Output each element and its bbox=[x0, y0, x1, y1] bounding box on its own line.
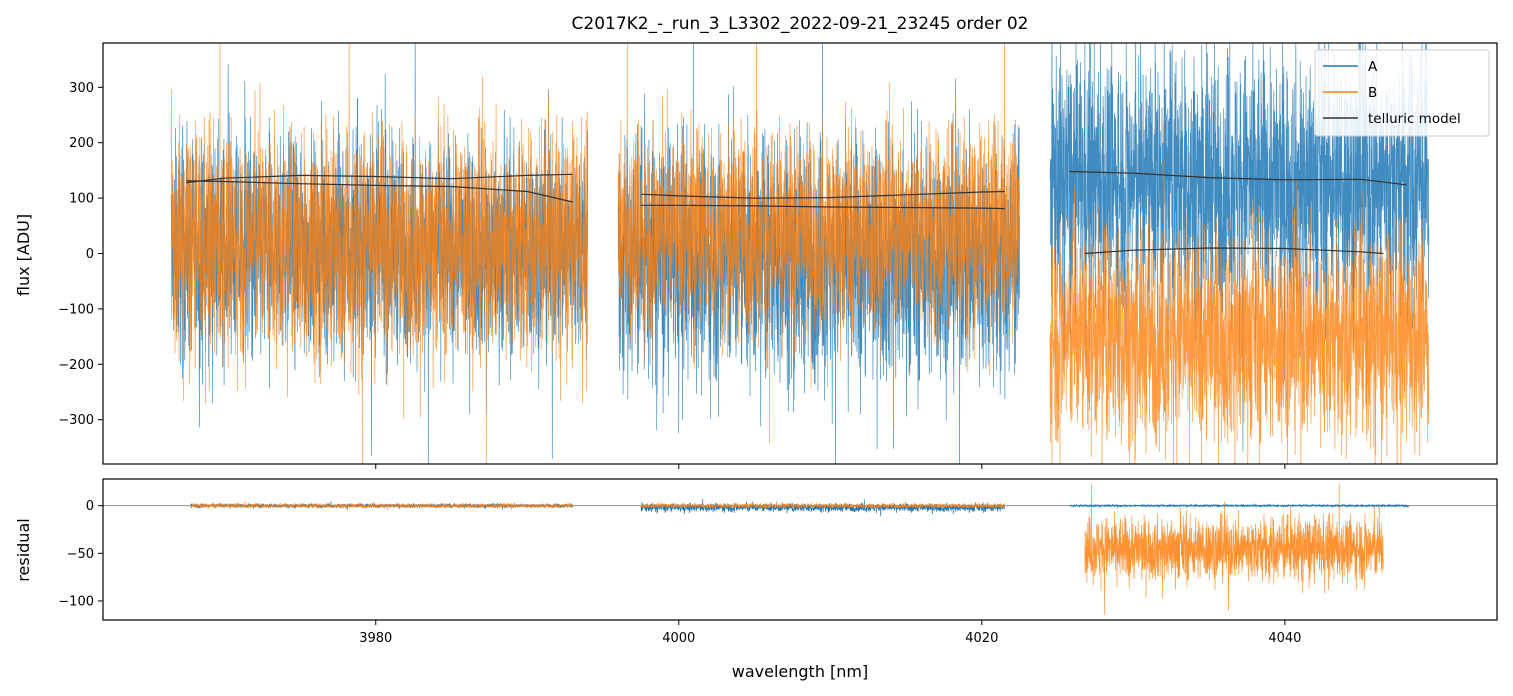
telluric-model-line-1 bbox=[186, 173, 573, 184]
flux-series-b-segment-3 bbox=[1049, 115, 1430, 464]
residual-y-axis-label: residual bbox=[14, 518, 33, 581]
residual-x-ticks: 3980 4000 4020 4040 bbox=[359, 620, 1301, 646]
telluric-model-line-3 bbox=[640, 190, 1005, 199]
residual-series-b-1 bbox=[190, 501, 573, 511]
x-axis-label: wavelength [nm] bbox=[732, 662, 869, 681]
residual-y-tick-label: −100 bbox=[58, 594, 94, 609]
flux-y-tick-label: 0 bbox=[86, 247, 94, 262]
chart-title: C2017K2_-_run_3_L3302_2022-09-21_23245 o… bbox=[572, 14, 1029, 34]
legend-label-a: A bbox=[1368, 59, 1378, 75]
residual-series-a-2 bbox=[640, 498, 1005, 517]
legend: A B telluric model bbox=[1314, 49, 1490, 137]
residual-y-tick-label: −50 bbox=[67, 547, 94, 562]
residual-axes-frame bbox=[102, 478, 1498, 621]
residual-panel: 0 −50 −100 3980 4000 4020 4040 residual bbox=[14, 478, 1498, 646]
legend-label-telluric: telluric model bbox=[1368, 111, 1461, 127]
flux-x-ticks bbox=[375, 464, 1286, 469]
flux-y-tick-label: −200 bbox=[58, 358, 94, 373]
residual-y-ticks: 0 −50 −100 bbox=[58, 499, 103, 609]
flux-y-tick-label: 300 bbox=[69, 81, 94, 96]
residual-plot-area bbox=[103, 483, 1497, 615]
telluric-model-line-2 bbox=[186, 180, 573, 203]
flux-y-tick-label: −300 bbox=[58, 413, 94, 428]
flux-y-tick-label: −100 bbox=[58, 302, 94, 317]
residual-series-a-3 bbox=[1069, 503, 1410, 509]
x-tick-label: 4000 bbox=[662, 631, 695, 646]
residual-y-tick-label: 0 bbox=[86, 499, 94, 514]
flux-series-a-segment-3 bbox=[1049, 43, 1430, 452]
x-tick-label: 4020 bbox=[965, 631, 998, 646]
flux-series-b-segment-2 bbox=[617, 43, 1020, 444]
flux-y-tick-label: 200 bbox=[69, 136, 94, 151]
legend-box bbox=[1314, 49, 1490, 137]
x-tick-label: 4040 bbox=[1268, 631, 1301, 646]
telluric-model-line-4 bbox=[640, 204, 1005, 210]
flux-y-ticks: 300 200 100 0 −100 −200 −300 bbox=[58, 81, 103, 428]
residual-series-b-2 bbox=[640, 501, 1005, 511]
telluric-model-line-6 bbox=[1084, 247, 1384, 255]
flux-y-axis-label: flux [ADU] bbox=[14, 214, 33, 296]
flux-panel: 300 200 100 0 −100 −200 −300 flux [ADU] A B te… bbox=[14, 42, 1498, 469]
x-tick-label: 3980 bbox=[359, 631, 392, 646]
telluric-model-line-5 bbox=[1069, 170, 1407, 186]
legend-label-b: B bbox=[1368, 85, 1377, 101]
residual-series-b-4 bbox=[1084, 483, 1384, 615]
flux-y-tick-label: 100 bbox=[69, 192, 94, 207]
flux-series-b-segment-1 bbox=[170, 43, 589, 464]
flux-plot-area bbox=[170, 43, 1430, 464]
